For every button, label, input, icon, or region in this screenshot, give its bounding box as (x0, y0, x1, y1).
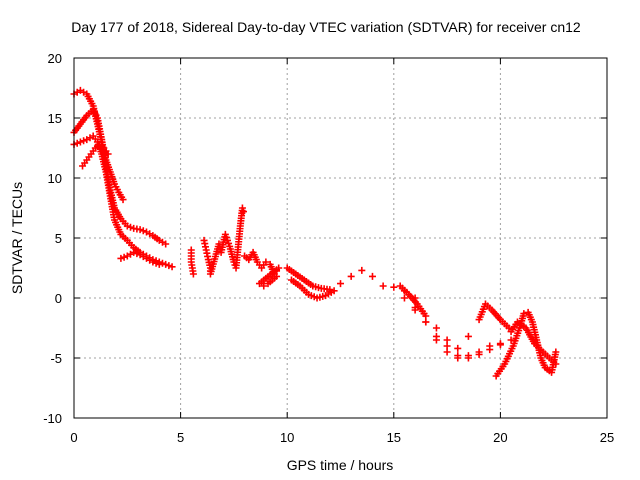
data-point (520, 310, 528, 318)
data-point (76, 138, 84, 146)
data-point (117, 254, 125, 262)
y-tick-label: -10 (43, 411, 62, 426)
data-point (123, 222, 131, 230)
chart-title: Day 177 of 2018, Sidereal Day-to-day VTE… (71, 19, 581, 35)
data-point (262, 258, 270, 266)
data-point (464, 354, 472, 362)
data-point (475, 350, 483, 358)
data-point (454, 352, 462, 360)
data-point (104, 150, 112, 158)
data-point (390, 283, 398, 291)
data-point (486, 346, 494, 354)
data-point (260, 282, 268, 290)
data-point (422, 312, 430, 320)
data-point (273, 272, 281, 280)
data-point (136, 226, 144, 234)
x-tick-label: 25 (600, 430, 614, 445)
y-tick-label: 15 (48, 111, 62, 126)
data-point (162, 240, 170, 248)
grid (74, 58, 607, 418)
data-point (411, 304, 419, 312)
data-point (130, 248, 138, 256)
data-point (120, 253, 128, 261)
data-point (464, 332, 472, 340)
data-point (238, 204, 246, 212)
data-point (155, 260, 163, 268)
data-point (126, 223, 134, 231)
axis-ticks: 0 5 10 15 20 25 -10 -5 0 5 10 15 20 (43, 51, 614, 445)
data-point (133, 250, 141, 258)
data-point (432, 332, 440, 340)
y-tick-label: 10 (48, 171, 62, 186)
data-point (358, 266, 366, 274)
y-tick-label: 20 (48, 51, 62, 66)
data-point (189, 270, 197, 278)
data-point (432, 324, 440, 332)
data-point (168, 263, 176, 271)
data-point (330, 287, 338, 295)
data-point (443, 336, 451, 344)
data-point (80, 137, 88, 145)
y-tick-label: 0 (55, 291, 62, 306)
data-point (422, 318, 430, 326)
data-point (552, 360, 560, 368)
data-point (119, 196, 127, 204)
y-tick-label: 5 (55, 231, 62, 246)
data-point (255, 280, 263, 288)
data-point (454, 344, 462, 352)
data-point (139, 227, 147, 235)
x-tick-label: 15 (387, 430, 401, 445)
data-point (162, 260, 170, 268)
data-point (149, 258, 157, 266)
data-point (347, 272, 355, 280)
data-point (400, 294, 408, 302)
x-tick-label: 20 (493, 430, 507, 445)
data-point (505, 324, 513, 332)
data-point (368, 272, 376, 280)
x-tick-label: 5 (177, 430, 184, 445)
data-point (158, 259, 166, 267)
y-axis-label: SDTVAR / TECUs (9, 182, 25, 294)
data-point (496, 341, 504, 349)
data-point (552, 348, 560, 356)
data-point (443, 348, 451, 356)
data-point (152, 259, 160, 267)
data-point (379, 282, 387, 290)
x-tick-label: 0 (70, 430, 77, 445)
x-tick-label: 10 (280, 430, 294, 445)
data-point (443, 342, 451, 350)
x-axis-label: GPS time / hours (287, 457, 394, 473)
data-point (165, 262, 173, 270)
data-point (73, 139, 81, 147)
y-tick-label: -5 (50, 351, 62, 366)
plot-frame (73, 57, 608, 419)
data-point (337, 280, 344, 288)
data-points (70, 86, 560, 380)
data-point (239, 208, 247, 216)
